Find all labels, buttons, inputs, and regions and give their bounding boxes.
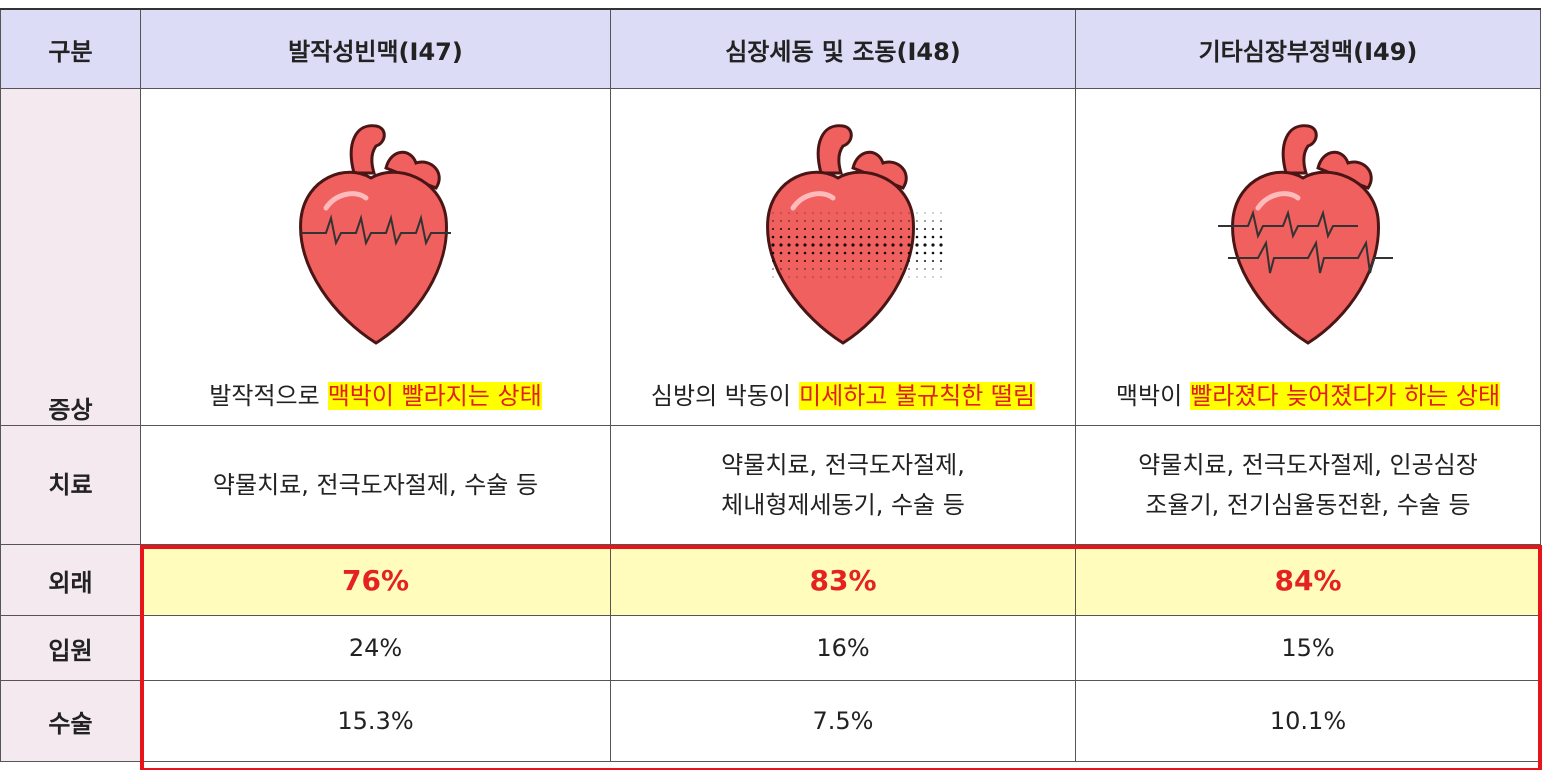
cell: 10.1% <box>1076 681 1541 762</box>
cell: 15.3% <box>141 681 611 762</box>
cell: 84% <box>1076 545 1541 616</box>
caption-text: 발작적으로 <box>209 382 319 410</box>
page: 구분발작성빈맥(I47)심장세동 및 조동(I48)기타심장부정맥(I49)증상… <box>0 0 1542 770</box>
caption: 심방의 박동이 미세하고 불규칙한 떨림 <box>611 376 1075 411</box>
cell: 76% <box>141 545 611 616</box>
cell: 16% <box>611 616 1076 681</box>
cell-line: 조율기, 전기심율동전환, 수술 등 <box>1076 485 1540 525</box>
row-label: 외래 <box>1 545 141 616</box>
heart-illustration <box>743 118 943 348</box>
header-cell: 구분 <box>1 9 141 89</box>
caption-highlight: 미세하고 불규칙한 떨림 <box>799 382 1035 410</box>
heart-illustration <box>276 118 476 348</box>
cell: 83% <box>611 545 1076 616</box>
header-cell: 기타심장부정맥(I49) <box>1076 9 1541 89</box>
cell: 15% <box>1076 616 1541 681</box>
cell: 약물치료, 전극도자절제, 수술 등 <box>141 426 611 545</box>
cell: 맥박이 빨라졌다 늦어졌다가 하는 상태 <box>1076 89 1541 426</box>
caption-text: 맥박이 <box>1116 382 1182 410</box>
row-label: 증상 <box>1 89 141 426</box>
cell-line: 약물치료, 전극도자절제, <box>611 445 1075 485</box>
caption: 맥박이 빨라졌다 늦어졌다가 하는 상태 <box>1076 376 1540 411</box>
row-label: 수술 <box>1 681 141 762</box>
row-label: 치료 <box>1 426 141 545</box>
cell: 24% <box>141 616 611 681</box>
caption: 발작적으로 맥박이 빨라지는 상태 <box>141 376 610 411</box>
cell: 7.5% <box>611 681 1076 762</box>
cell: 약물치료, 전극도자절제,체내형제세동기, 수술 등 <box>611 426 1076 545</box>
caption-text: 심방의 박동이 <box>651 382 791 410</box>
cell-line: 체내형제세동기, 수술 등 <box>611 485 1075 525</box>
cell-line: 약물치료, 전극도자절제, 인공심장 <box>1076 445 1540 485</box>
header-cell: 심장세동 및 조동(I48) <box>611 9 1076 89</box>
cell: 발작적으로 맥박이 빨라지는 상태 <box>141 89 611 426</box>
row-label: 입원 <box>1 616 141 681</box>
cell: 심방의 박동이 미세하고 불규칙한 떨림 <box>611 89 1076 426</box>
header-cell: 발작성빈맥(I47) <box>141 9 611 89</box>
cell-line: 약물치료, 전극도자절제, 수술 등 <box>141 465 610 505</box>
caption-highlight: 맥박이 빨라지는 상태 <box>328 382 542 410</box>
heart-illustration <box>1208 118 1408 348</box>
caption-highlight: 빨라졌다 늦어졌다가 하는 상태 <box>1190 382 1500 410</box>
